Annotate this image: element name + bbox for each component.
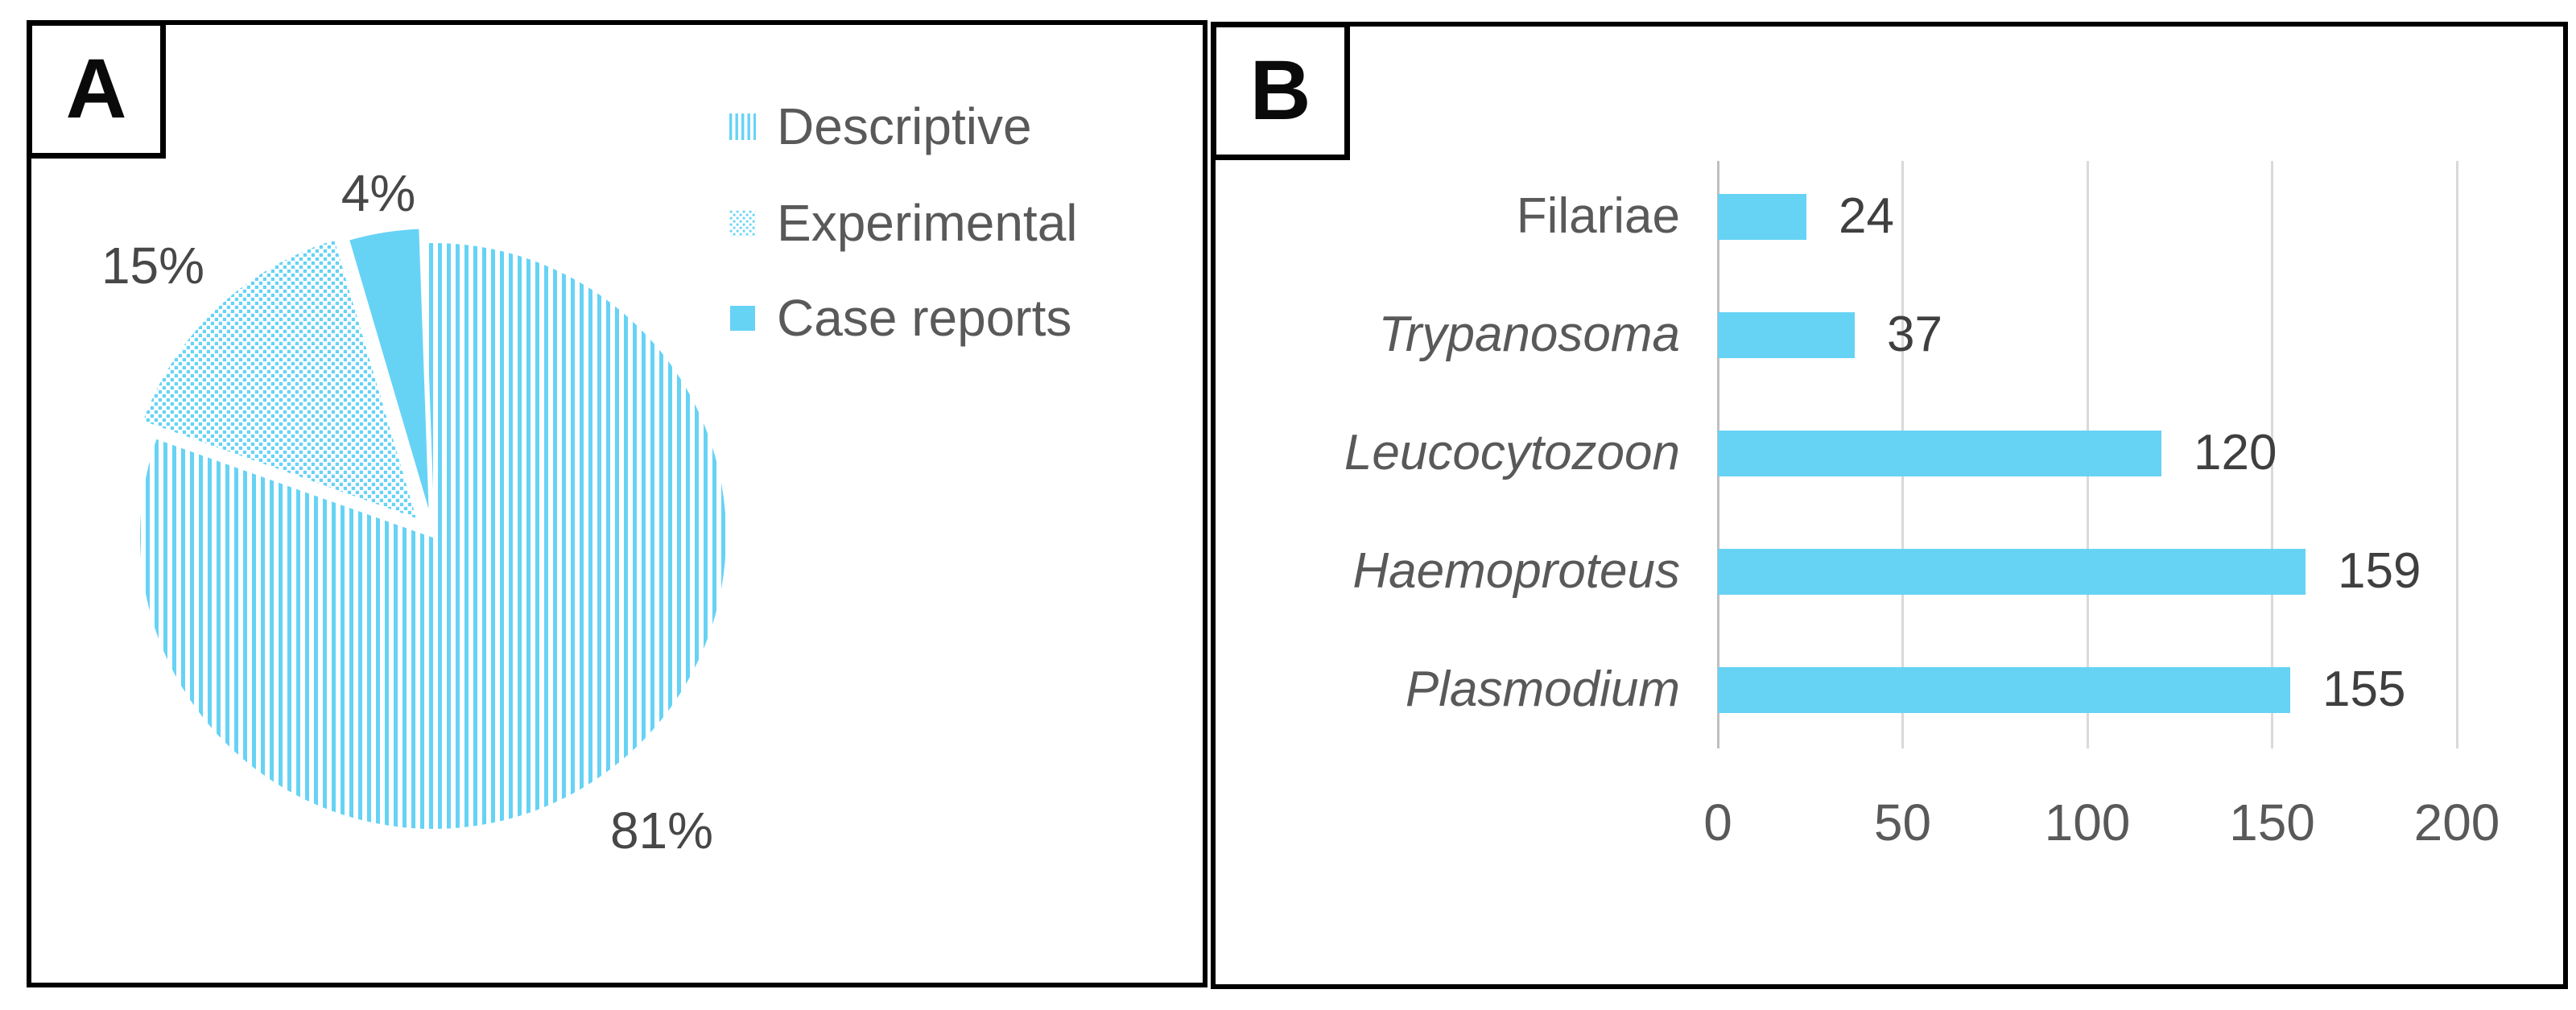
bar-haemoproteus [1718, 548, 2306, 595]
panel-a-letter-box: A [27, 20, 166, 159]
category-label-plasmodium: Plasmodium [1405, 662, 1680, 717]
value-label-trypanosoma: 37 [1887, 307, 1942, 362]
x-tick-50: 50 [1873, 794, 1932, 851]
x-tick-0: 0 [1703, 794, 1732, 851]
panel-b [1211, 22, 2568, 989]
bar-leucocytozoon [1718, 430, 2161, 476]
panel-b-letter: B [1249, 43, 1311, 138]
panel-a-letter: A [65, 42, 127, 136]
bar-plasmodium [1718, 666, 2290, 713]
pie-data-label-experimental: 15% [101, 237, 205, 295]
value-label-plasmodium: 155 [2322, 662, 2406, 717]
pie-data-label-case-reports: 4% [341, 164, 416, 222]
legend-item-experimental: Experimental [729, 193, 1078, 253]
legend-swatch-dots-icon [729, 209, 756, 237]
legend-swatch-solid-icon [730, 305, 755, 331]
pie-slice-experimental [139, 237, 421, 523]
panel-b-letter-box: B [1211, 22, 1350, 160]
bar-trypanosoma [1718, 311, 1855, 358]
legend-item-case-reports: Case reports [729, 288, 1071, 348]
legend-label-case-reports: Case reports [777, 289, 1072, 347]
pie-data-label-descriptive: 81% [609, 802, 714, 860]
category-label-filariae: Filariae [1516, 188, 1680, 244]
gridline-150 [2271, 161, 2273, 748]
category-label-leucocytozoon: Leucocytozoon [1344, 425, 1680, 480]
legend-item-descriptive: Descriptive [729, 97, 1032, 156]
pie-slice-descriptive [136, 239, 729, 832]
gridline-200 [2455, 161, 2458, 748]
value-label-leucocytozoon: 120 [2194, 425, 2277, 480]
bar-filariae [1718, 193, 1806, 240]
value-label-haemoproteus: 159 [2338, 543, 2421, 599]
legend-label-descriptive: Descriptive [777, 97, 1032, 155]
x-tick-150: 150 [2229, 794, 2315, 851]
x-tick-200: 200 [2413, 794, 2500, 851]
pie-slice-case-reports [345, 225, 433, 524]
category-label-trypanosoma: Trypanosoma [1378, 307, 1680, 362]
x-tick-100: 100 [2044, 794, 2131, 851]
legend-swatch-stripes-icon [729, 113, 756, 140]
category-label-haemoproteus: Haemoproteus [1352, 543, 1680, 599]
value-label-filariae: 24 [1839, 188, 1894, 244]
legend-label-experimental: Experimental [777, 194, 1078, 252]
pie-chart [136, 225, 729, 832]
